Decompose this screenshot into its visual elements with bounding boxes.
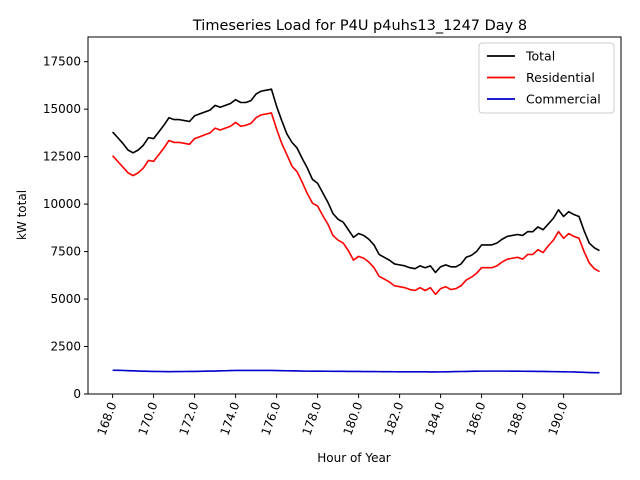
y-axis-label: kW total <box>15 190 29 240</box>
y-tick-label: 10000 <box>43 197 81 211</box>
y-tick-label: 0 <box>73 387 81 401</box>
y-tick-label: 7500 <box>50 245 81 259</box>
series-line-total <box>112 88 600 274</box>
legend-box <box>478 42 615 114</box>
legend-label-residential: Residential <box>526 70 595 85</box>
legend: Total Residential Commercial <box>478 42 615 114</box>
series-line-commercial <box>112 369 600 374</box>
x-axis-label: Hour of Year <box>317 451 391 465</box>
y-tick-label: 5000 <box>50 292 81 306</box>
y-tick-label: 12500 <box>43 150 81 164</box>
series-line-residential <box>112 112 600 296</box>
y-tick-label: 15000 <box>43 102 81 116</box>
y-tick-label: 17500 <box>43 55 81 69</box>
legend-label-total: Total <box>525 49 555 64</box>
chart-title: Timeseries Load for P4U p4uhs13_1247 Day… <box>192 18 527 34</box>
axes-frame <box>87 36 622 395</box>
legend-label-commercial: Commercial <box>526 92 601 107</box>
y-tick-label: 2500 <box>50 340 81 354</box>
